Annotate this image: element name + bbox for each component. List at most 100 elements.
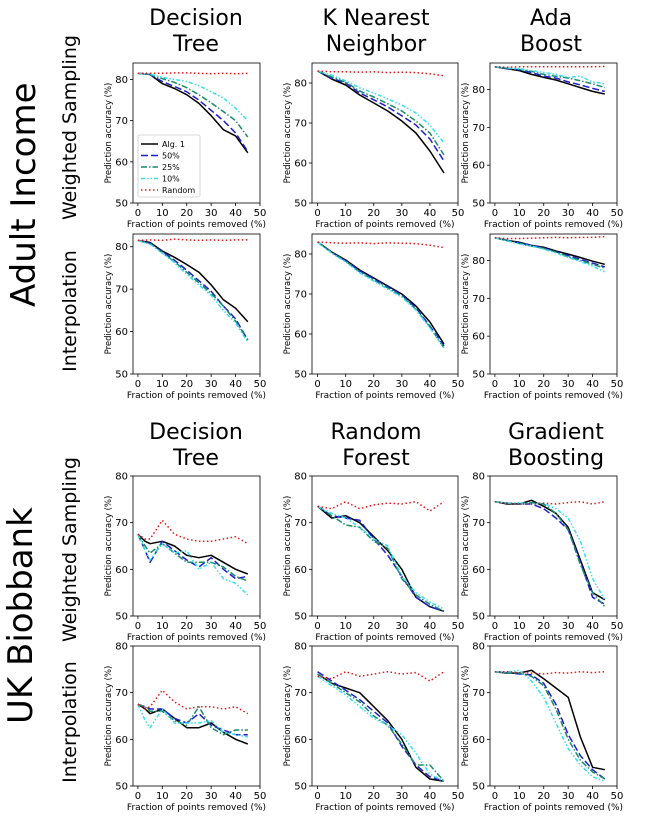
legend: Alg. 1 50% 25% 10% Random: [137, 134, 201, 198]
chart-uk-rf-ws: 0 10 20 30 40 50 50 60 70 80 Fraction of points re…: [283, 472, 464, 644]
y-tick-label: 50: [115, 199, 128, 210]
y-tick-label: 80: [294, 250, 307, 261]
y-axis-label: Prediction accuracy (%): [283, 496, 293, 597]
col-title-line: Ada: [529, 6, 573, 31]
series-line-10: [494, 500, 606, 601]
y-axis-label: Prediction accuracy (%): [104, 496, 114, 597]
y-tick-label: 80: [294, 472, 307, 483]
chart-uk-gb-int: 0 10 20 30 40 50 50 60 70 80 Fraction of points re…: [461, 642, 623, 814]
x-axis-label: Fraction of points removed (%): [315, 220, 454, 230]
x-tick-label: 40: [229, 621, 242, 632]
y-tick-label: 70: [472, 123, 485, 134]
x-tick-label: 30: [562, 621, 575, 632]
series-line-50: [494, 670, 606, 780]
y-axis-label: Prediction accuracy (%): [104, 666, 114, 767]
plot-frame: [489, 62, 618, 204]
series-line-alg1: [494, 237, 605, 266]
series-line-50: [137, 239, 249, 341]
x-tick-label: 30: [562, 791, 575, 802]
series-line-10: [137, 703, 248, 738]
y-tick-label: 70: [294, 290, 307, 301]
x-tick-label: 10: [513, 621, 526, 632]
series-line-10: [317, 70, 445, 144]
x-tick-label: 50: [452, 791, 465, 802]
x-tick-label: 20: [367, 208, 380, 219]
x-tick-label: 10: [156, 379, 169, 390]
x-tick-label: 10: [156, 791, 169, 802]
plot-frame: [311, 233, 459, 375]
y-axis-label: Prediction accuracy (%): [283, 254, 293, 355]
x-tick-label: 20: [537, 379, 550, 390]
x-tick-label: 0: [314, 621, 320, 632]
series-line-10: [494, 66, 605, 85]
series-line-10: [137, 239, 249, 343]
chart-adult-dt-ws: 0 10 20 30 40 50 50 60 70 80 Fraction of points re…: [104, 62, 267, 230]
x-tick-label: 20: [537, 621, 550, 632]
col-title-line: Random: [330, 420, 422, 445]
y-tick-label: 50: [115, 370, 128, 381]
series-line-10: [317, 675, 445, 782]
y-tick-label: 60: [115, 565, 128, 576]
y-tick-label: 60: [472, 332, 485, 343]
x-tick-label: 0: [492, 379, 498, 390]
x-tick-label: 40: [229, 379, 242, 390]
y-tick-label: 80: [294, 642, 307, 653]
x-axis-label: Fraction of points removed (%): [315, 391, 454, 401]
plot-frame: [489, 475, 618, 617]
series-line-random: [137, 519, 249, 545]
y-tick-label: 80: [472, 85, 485, 96]
series-line-random: [317, 241, 445, 249]
y-tick-label: 70: [115, 518, 128, 529]
series-line-alg1: [317, 70, 445, 174]
y-tick-label: 50: [294, 612, 307, 623]
chart-uk-dt-ws: 0 10 20 30 40 50 50 60 70 80 Fraction of points re…: [104, 472, 266, 644]
series-line-alg1: [494, 66, 605, 95]
x-tick-label: 30: [395, 379, 408, 390]
series-line-25: [137, 703, 248, 736]
plot-frame: [311, 645, 459, 787]
plot-frame: [489, 645, 618, 787]
y-tick-label: 60: [472, 735, 485, 746]
x-tick-label: 40: [424, 208, 437, 219]
x-tick-label: 0: [314, 208, 320, 219]
x-axis-label: Fraction of points removed (%): [484, 803, 623, 813]
series-line-50: [317, 505, 445, 613]
legend-box: [137, 134, 201, 198]
x-tick-label: 0: [135, 379, 141, 390]
y-tick-label: 60: [472, 565, 485, 576]
y-tick-label: 70: [115, 116, 128, 127]
chart-adult-ada-int: 0 10 20 30 40 50 50 60 70 80 Fraction of points re…: [461, 233, 624, 401]
x-tick-label: 30: [205, 379, 218, 390]
series-line-random: [317, 70, 445, 77]
y-tick-label: 50: [294, 199, 307, 210]
y-axis-label: Prediction accuracy (%): [104, 83, 114, 184]
col-title-line: Forest: [342, 446, 410, 471]
x-tick-label: 20: [367, 379, 380, 390]
y-tick-label: 60: [294, 159, 307, 170]
legend-label: 50%: [162, 152, 180, 161]
x-tick-label: 50: [254, 208, 267, 219]
x-tick-label: 30: [395, 621, 408, 632]
series-line-50: [494, 237, 606, 268]
x-tick-label: 10: [513, 791, 526, 802]
y-tick-label: 60: [472, 161, 485, 172]
x-tick-label: 20: [180, 791, 193, 802]
series-line-10: [494, 669, 606, 783]
x-axis-label: Fraction of points removed (%): [127, 803, 266, 813]
x-tick-label: 50: [611, 791, 624, 802]
x-tick-label: 0: [314, 379, 320, 390]
col-title-line: Boost: [519, 32, 583, 57]
chart-adult-knn-ws: 0 10 20 30 40 50 50 60 70 80 Fraction of points re…: [283, 62, 464, 230]
y-tick-label: 80: [115, 472, 128, 483]
y-tick-label: 60: [115, 157, 128, 168]
y-tick-label: 60: [294, 735, 307, 746]
x-tick-label: 20: [367, 791, 380, 802]
col-title-line: Decision: [149, 6, 243, 31]
series-line-10: [137, 72, 249, 122]
y-axis-label: Prediction accuracy (%): [461, 254, 471, 355]
x-tick-label: 0: [135, 208, 141, 219]
y-tick-label: 50: [472, 782, 485, 793]
x-tick-label: 50: [611, 379, 624, 390]
x-tick-label: 50: [254, 791, 267, 802]
